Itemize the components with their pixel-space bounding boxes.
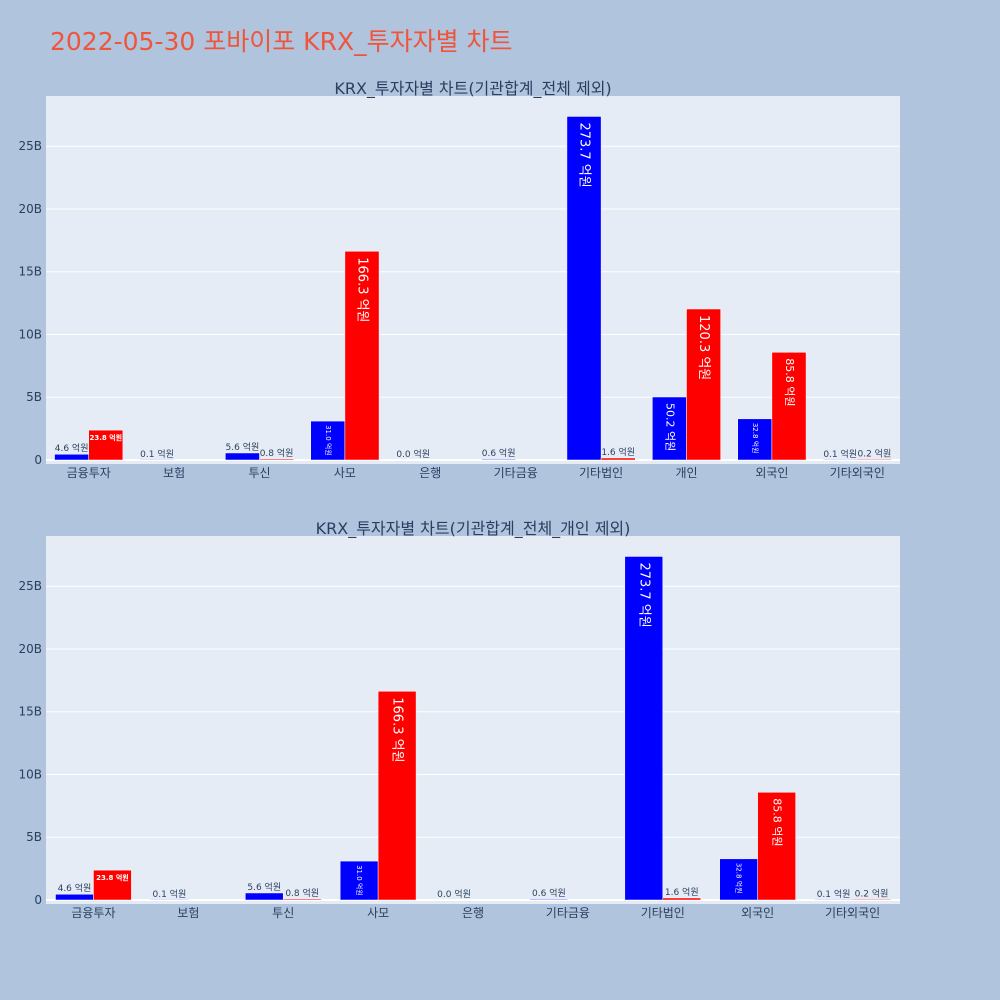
x-tick-label: 은행 — [419, 465, 441, 480]
x-tick-label: 사모 — [334, 466, 356, 480]
bar-value-label: 1.6 억원 — [601, 446, 635, 458]
bar — [757, 792, 796, 901]
bar — [481, 458, 516, 461]
y-tick-label: 5B — [26, 390, 42, 404]
x-tick-label: 보험 — [163, 466, 185, 480]
bar-value-label: 120.3 억원 — [696, 315, 711, 380]
bar-value-label: 166.3 억원 — [390, 697, 405, 762]
y-tick-label: 15B — [18, 705, 42, 719]
bar-value-label: 0.8 억원 — [260, 447, 294, 459]
x-tick-label: 기타금융 — [546, 906, 590, 920]
bar — [737, 418, 773, 461]
bar-value-label: 273.7 억원 — [636, 562, 651, 627]
x-tick-label: 외국인 — [741, 906, 774, 920]
bar — [88, 429, 124, 461]
bar — [54, 453, 89, 461]
y-tick-label: 20B — [18, 202, 42, 216]
x-tick-label: 기타외국인 — [825, 906, 880, 920]
bar-value-label: 0.1 억원 — [140, 448, 174, 460]
chart-title: KRX_투자자별 차트(기관합계_전체 제외) — [334, 79, 611, 99]
y-tick-label: 10B — [18, 767, 42, 781]
y-tick-label: 5B — [26, 830, 42, 844]
bar-value-label: 32.8 억원 — [751, 423, 760, 454]
bar — [652, 396, 687, 461]
chart-title: KRX_투자자별 차트(기관합계_전체_개인 제외) — [316, 519, 631, 539]
x-tick-label: 기타법인 — [579, 466, 623, 480]
x-tick-label: 사모 — [367, 906, 389, 920]
chart-1: KRX_투자자별 차트(기관합계_전체 제외) 0 5B 10B 15B 20B 25B 금융… — [18, 79, 900, 480]
bar-value-label: 32.8 억원 — [735, 863, 744, 894]
x-tick-label: 은행 — [462, 905, 484, 920]
bar-value-label: 0.0 억원 — [437, 888, 471, 900]
bar-value-label: 23.8 억원 — [89, 433, 122, 442]
bar — [282, 898, 322, 901]
bar-value-label: 4.6 억원 — [55, 442, 89, 454]
bar-value-label: 0.6 억원 — [532, 887, 566, 899]
bar — [245, 892, 284, 901]
bar — [93, 869, 132, 901]
bar — [566, 116, 602, 461]
x-tick-label: 보험 — [177, 906, 199, 920]
bar — [600, 457, 636, 461]
bar — [624, 556, 664, 901]
bar-value-label: 5.6 억원 — [247, 881, 281, 893]
bar — [529, 898, 569, 901]
bar-value-label: 0.0 억원 — [396, 448, 430, 460]
bar-value-label: 31.0 억원 — [355, 865, 364, 896]
x-tick-label: 금융투자 — [67, 466, 111, 480]
bar — [771, 352, 807, 461]
bar — [55, 893, 94, 901]
page-title: 2022-05-30 포바이포 KRX_투자자별 차트 — [50, 27, 513, 56]
y-tick-label: 20B — [18, 642, 42, 656]
x-tick-label: 외국인 — [755, 466, 788, 480]
bar-value-label: 0.2 억원 — [858, 448, 892, 460]
bar-value-label: 5.6 억원 — [226, 441, 260, 453]
bar-value-label: 0.2 억원 — [855, 888, 889, 900]
x-tick-label: 투신 — [272, 906, 294, 920]
bar — [686, 308, 721, 461]
bar-value-label: 23.8 억원 — [96, 873, 129, 882]
bar-value-label: 85.8 억원 — [771, 798, 784, 846]
x-tick-label: 투신 — [248, 466, 270, 480]
y-tick-label: 25B — [18, 579, 42, 593]
y-tick-label: 15B — [18, 265, 42, 279]
y-tick-label: 0 — [34, 453, 42, 467]
chart-2: KRX_투자자별 차트(기관합계_전체_개인 제외) 0 5B 10B 15B 20B 25… — [18, 519, 900, 920]
bar-value-label: 50.2 억원 — [663, 403, 676, 451]
x-tick-label: 기타금융 — [494, 466, 538, 480]
y-tick-label: 25B — [18, 139, 42, 153]
bar — [310, 420, 346, 461]
bar — [225, 452, 260, 461]
x-tick-label: 개인 — [675, 466, 697, 480]
x-tick-label: 기타법인 — [641, 906, 685, 920]
bar-value-label: 4.6 억원 — [58, 882, 92, 894]
bar-value-label: 31.0 억원 — [324, 425, 333, 456]
bar — [662, 897, 701, 901]
bar — [719, 858, 758, 901]
y-tick-label: 0 — [34, 893, 42, 907]
bar — [339, 860, 379, 901]
bar-value-label: 0.1 억원 — [823, 448, 857, 460]
bar-value-label: 166.3 억원 — [354, 257, 369, 322]
bar-value-label: 0.1 억원 — [152, 888, 186, 900]
bar-value-label: 1.6 억원 — [665, 886, 699, 898]
bar-value-label: 0.6 억원 — [482, 447, 516, 459]
bar — [377, 691, 417, 901]
bar-value-label: 273.7 억원 — [577, 122, 592, 187]
bar-value-label: 85.8 억원 — [783, 358, 796, 406]
bar — [259, 458, 294, 461]
bar-value-label: 0.8 억원 — [285, 887, 319, 899]
x-tick-label: 금융투자 — [71, 906, 115, 920]
bar — [344, 251, 380, 461]
y-tick-label: 10B — [18, 327, 42, 341]
x-tick-label: 기타외국인 — [830, 466, 885, 480]
bar-value-label: 0.1 억원 — [817, 888, 851, 900]
plot-area — [46, 96, 900, 464]
